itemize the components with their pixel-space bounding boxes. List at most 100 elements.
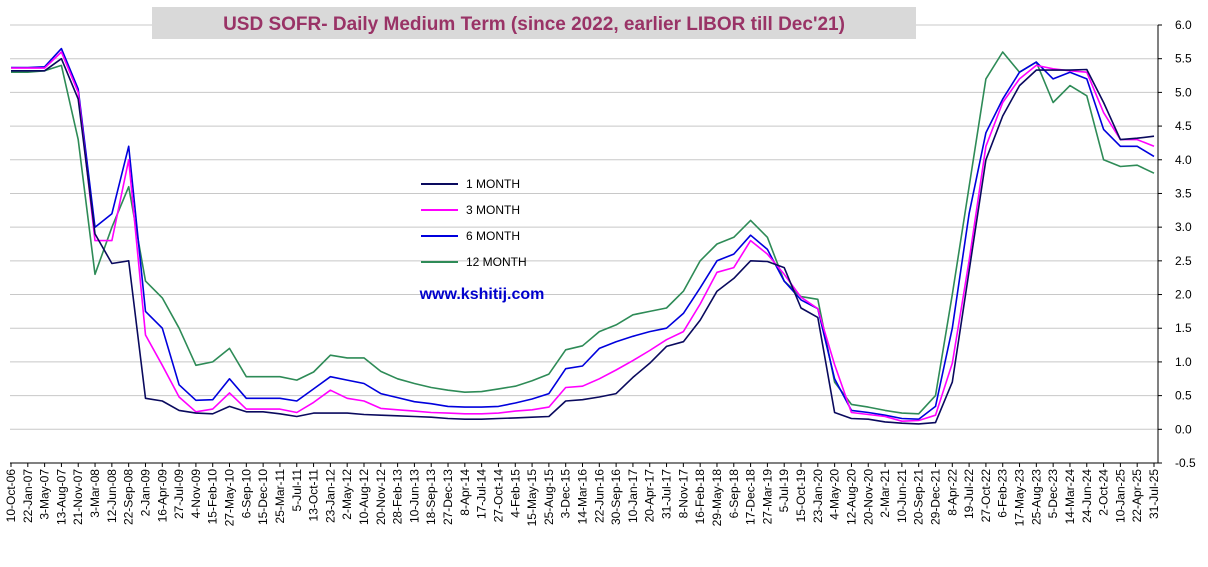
x-tick-label: 2-May-12 (340, 469, 354, 520)
x-tick-label: 29-May-18 (710, 469, 724, 527)
x-tick-label: 14-Mar-16 (576, 469, 590, 525)
x-tick-label: 10-Aug-12 (357, 469, 371, 525)
x-tick-label: 27-Oct-22 (979, 469, 993, 523)
legend-label: 1 MONTH (466, 177, 520, 191)
y-tick-label: 0.0 (1175, 422, 1192, 436)
chart-title: USD SOFR- Daily Medium Term (since 2022,… (223, 14, 845, 35)
legend: 1 MONTH 3 MONTH 6 MONTH 12 MONTH (421, 177, 527, 269)
y-tick-label: 2.5 (1175, 254, 1192, 268)
y-tick-label: 4.5 (1175, 119, 1192, 133)
x-tick-label: 31-Jul-17 (660, 469, 674, 519)
x-tick-label: 20-Nov-20 (861, 469, 875, 525)
x-tick-label: 27-Mar-19 (760, 469, 774, 525)
x-tick-label: 5-Jul-11 (290, 469, 304, 512)
x-tick-label: 2-Oct-24 (1097, 469, 1111, 516)
x-tick-label: 16-Apr-09 (155, 469, 169, 523)
x-tick-label: 15-May-15 (525, 469, 539, 527)
x-tick-labels: 10-Oct-06 22-Jan-07 3-May-07 13-Aug-07 21-No… (4, 469, 1161, 527)
x-tick-label: 25-Aug-23 (1029, 469, 1043, 525)
series-line (11, 51, 1155, 423)
x-tick-label: 20-Nov-12 (374, 469, 388, 525)
title-background (152, 7, 916, 39)
x-tick-label: 4-Feb-15 (508, 469, 522, 518)
x-tick-label: 18-Sep-13 (424, 469, 438, 525)
x-tick-label: 2-Jan-09 (138, 469, 152, 517)
x-tick-label: 5-Dec-23 (1046, 469, 1060, 519)
x-tick-label: 22-Sep-08 (122, 469, 136, 525)
x-tick-label: 8-Apr-14 (458, 469, 472, 516)
y-tick-label: 6.0 (1175, 18, 1192, 32)
x-tick-label: 25-Mar-11 (273, 469, 287, 524)
x-tick-label: 24-Jun-24 (1080, 469, 1094, 523)
x-tick-label: 23-Jan-20 (811, 469, 825, 523)
x-tick-label: 20-Sep-21 (912, 469, 926, 525)
x-tick-label: 13-Oct-11 (307, 469, 321, 522)
x-tick-label: 27-Oct-14 (491, 469, 505, 523)
x-tick-label: 29-Dec-21 (928, 469, 942, 525)
x-tick-label: 15-Dec-10 (256, 469, 270, 525)
y-tick-labels: 6.0 5.5 5.0 4.5 4.0 3.5 3.0 2.5 2.0 1.5 1.0 0.5 0.0 -… (1175, 18, 1196, 470)
x-tick-label: 15-Feb-10 (206, 469, 220, 525)
x-tick-label: 8-Apr-22 (945, 469, 959, 516)
y-tick-label: 1.0 (1175, 355, 1192, 369)
y-tick-label: 3.5 (1175, 186, 1192, 200)
x-tick-label: 12-Aug-20 (844, 469, 858, 525)
x-tick-label: 10-Jan-25 (1113, 469, 1127, 523)
x-tick-label: 10-Jan-17 (626, 469, 640, 523)
x-tick-label: 22-Jan-07 (21, 469, 35, 523)
x-tick-label: 13-Aug-07 (54, 469, 68, 525)
series-lines (11, 47, 1155, 425)
x-tick-label: 15-Oct-19 (794, 469, 808, 523)
x-tick-label: 27-Dec-13 (441, 469, 455, 525)
x-tick-label: 23-Jan-12 (323, 469, 337, 523)
x-tick-label: 3-Mar-08 (88, 469, 102, 518)
x-tick-label: 20-Apr-17 (643, 469, 657, 523)
y-tick-label: 3.0 (1175, 220, 1192, 234)
series-line (11, 51, 1155, 415)
x-tick-label: 25-Aug-15 (542, 469, 556, 525)
x-tick-label: 8-Nov-17 (676, 469, 690, 519)
y-tick-label: 4.0 (1175, 153, 1192, 167)
website-annotation: www.kshitij.com (419, 286, 545, 303)
x-tick-label: 5-Jul-19 (777, 469, 791, 513)
x-tick-label: 17-May-23 (1013, 469, 1027, 527)
x-tick-label: 21-Nov-07 (71, 469, 85, 525)
x-tick-label: 19-Jul-22 (962, 469, 976, 519)
x-tick-label: 22-Apr-25 (1130, 469, 1144, 523)
x-tick-label: 31-Jul-25 (1147, 469, 1161, 519)
x-tick-label: 27-May-10 (223, 469, 237, 527)
x-tick-label: 22-Jun-16 (592, 469, 606, 523)
x-tick-label: 3-Dec-15 (559, 469, 573, 519)
x-tick-label: 10-Jun-21 (895, 469, 909, 523)
y-tick-label: 2.0 (1175, 288, 1192, 302)
x-tick-label: 6-Sep-10 (239, 469, 253, 519)
y-tick-label: -0.5 (1175, 456, 1196, 470)
x-tick-label: 27-Jul-09 (172, 469, 186, 519)
series-line (11, 57, 1155, 425)
x-tick-label: 17-Dec-18 (744, 469, 758, 525)
axes (10, 24, 1162, 467)
x-tick-label: 4-May-20 (828, 469, 842, 520)
x-tick-label: 12-Jun-08 (105, 469, 119, 523)
y-tick-label: 1.5 (1175, 321, 1192, 335)
gridlines (10, 24, 1158, 464)
x-tick-label: 28-Feb-13 (391, 469, 405, 525)
legend-label: 12 MONTH (466, 255, 527, 269)
series-line (11, 47, 1155, 421)
x-tick-label: 14-Mar-24 (1063, 469, 1077, 525)
y-tick-label: 5.0 (1175, 85, 1192, 99)
x-tick-label: 10-Jun-13 (407, 469, 421, 523)
x-tick-label: 10-Oct-06 (4, 469, 18, 523)
y-tick-label: 0.5 (1175, 389, 1192, 403)
y-tick-label: 5.5 (1175, 52, 1192, 66)
legend-label: 6 MONTH (466, 229, 520, 243)
x-tick-label: 6-Sep-18 (727, 469, 741, 519)
x-tick-label: 2-Mar-21 (878, 469, 892, 518)
x-tick-label: 3-May-07 (38, 469, 52, 520)
legend-label: 3 MONTH (466, 203, 520, 217)
x-tick-label: 6-Feb-23 (996, 469, 1010, 518)
x-tick-label: 16-Feb-18 (693, 469, 707, 525)
x-tick-label: 17-Jul-14 (475, 469, 489, 519)
x-tick-label: 30-Sep-16 (609, 469, 623, 525)
